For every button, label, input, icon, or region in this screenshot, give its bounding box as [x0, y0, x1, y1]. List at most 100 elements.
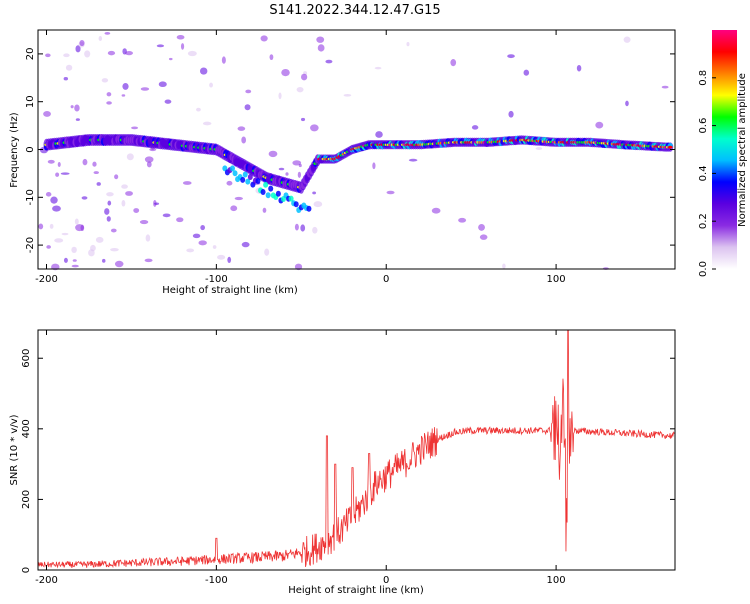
snr-xtick-label: 100	[547, 575, 566, 586]
spectrogram-xtick-label: -100	[205, 274, 228, 285]
spectrogram-noise-cell	[296, 86, 304, 93]
spectrogram-noise-cell	[47, 159, 55, 164]
spectrogram-noise-cell	[106, 92, 112, 97]
snr-ytick-label: 600	[21, 349, 32, 368]
spectrogram-noise-cell	[198, 240, 207, 246]
spectrogram-noise-cell	[502, 263, 506, 269]
colorbar-label: Normalized spectral amplitude	[737, 73, 748, 227]
spectrogram-branch-cell	[293, 201, 299, 208]
spectrogram-noise-cell	[107, 200, 112, 206]
spectrogram-branch-cell	[232, 170, 238, 177]
spectrogram-noise-cell	[199, 67, 208, 75]
spectrogram-noise-cell	[43, 110, 51, 117]
spectrogram-noise-cell	[186, 248, 195, 253]
spectrogram-noise-cell	[145, 234, 151, 242]
spectrogram-noise-cell	[202, 121, 212, 126]
spectrogram-noise-cell	[187, 50, 197, 57]
spectrogram-noise-cell	[45, 53, 51, 58]
spectrogram-noise-cell	[79, 39, 85, 47]
spectrogram-noise-cell	[507, 54, 515, 59]
spectrogram-noise-cell	[139, 219, 149, 225]
spectrogram-noise-cell	[110, 248, 119, 252]
spectrogram-noise-cell	[278, 92, 282, 100]
spectrogram-ytick-label: 10	[25, 95, 36, 108]
spectrogram-branch-cell	[245, 178, 251, 185]
spectrogram-ridge-core	[668, 145, 673, 149]
spectrogram-noise-cell	[101, 78, 109, 83]
spectrogram-noise-cell	[623, 36, 631, 43]
spectrogram-noise-cell	[106, 192, 114, 197]
spectrogram-noise-cell	[60, 172, 70, 175]
spectrogram-branch-cell	[268, 185, 274, 192]
spectrogram-xlabel: Height of straight line (km)	[162, 285, 298, 296]
spectrogram-branch-cell	[240, 176, 246, 183]
spectrogram-noise-cell	[154, 202, 160, 205]
spectrogram-noise-cell	[74, 218, 79, 225]
spectrogram-noise-cell	[104, 31, 111, 35]
spectrogram-noise-cell	[372, 162, 376, 170]
spectrogram-xtick-label: 100	[547, 274, 566, 285]
spectrogram-noise-cell	[312, 191, 317, 195]
snr-frame	[37, 329, 676, 571]
snr-series-line	[37, 329, 675, 569]
spectrogram-noise-cell	[61, 232, 69, 236]
snr-ylabel: SNR (10 * v/v)	[9, 414, 20, 485]
spectrogram-noise-cell	[176, 217, 184, 223]
spectrogram-noise-cell	[478, 223, 485, 231]
spectrogram-noise-cell	[38, 223, 44, 230]
spectrogram-branch-cell	[275, 190, 281, 197]
spectrogram-noise-cell	[245, 89, 252, 94]
spectrogram-noise-cell	[121, 199, 126, 207]
spectrogram-noise-cell	[317, 44, 325, 52]
colorbar-tick-label: 0.0	[698, 261, 709, 277]
snr-xtick-label: -200	[35, 575, 58, 586]
colorbar-ticks: 0.0 0.2 0.4 0.6 0.8	[698, 70, 716, 277]
spectrogram-noise-cell	[107, 50, 116, 56]
spectrogram-noise-cell	[508, 110, 514, 118]
spectrogram-noise-cell	[200, 224, 206, 231]
spectrogram-noise-cell	[209, 82, 213, 88]
spectrogram-noise-cell	[227, 256, 232, 263]
spectrogram-noise-cell	[431, 207, 441, 214]
spectrogram-noise-cell	[237, 126, 246, 131]
spectrogram-noise-cell	[471, 125, 479, 130]
snr-ytick-label: 200	[21, 490, 32, 509]
spectrogram-noise-cell	[57, 161, 61, 167]
snr-xlabel: Height of straight line (km)	[288, 585, 424, 596]
spectrogram-noise-cell	[156, 44, 165, 48]
spectrogram-noise-cell	[264, 248, 270, 256]
spectrogram-noise-cell	[310, 124, 319, 132]
spectrogram-noise-cell	[95, 236, 104, 243]
spectrogram-noise-cell	[114, 174, 119, 180]
spectrogram-branch-cell	[263, 181, 269, 188]
spectrogram-noise-cell	[96, 182, 101, 186]
spectrogram-xtick-label: -200	[35, 274, 58, 285]
spectrogram-noise-cell	[52, 205, 61, 212]
figure-title: S141.2022.344.12.47.G15	[269, 3, 440, 18]
snr-background	[38, 330, 675, 570]
spectrogram-noise-cell	[241, 241, 250, 248]
spectrogram-ytick-label: -10	[25, 189, 36, 205]
colorbar-tick-label: 0.8	[698, 70, 709, 86]
spectrogram-noise-cell	[46, 245, 51, 249]
spectrogram-noise-cell	[122, 82, 129, 90]
spectrogram-noise-cell	[406, 42, 410, 47]
spectrogram-noise-cell	[217, 254, 226, 260]
spectrogram-noise-cell	[316, 36, 325, 43]
colorbar-tick-label: 0.4	[698, 165, 709, 181]
spectrogram-noise-cell	[262, 207, 267, 213]
spectrogram-noise-cell	[661, 85, 669, 89]
spectrogram-noise-cell	[268, 150, 278, 158]
spectrogram-noise-cell	[93, 171, 99, 175]
spectrogram-noise-cell	[450, 59, 457, 67]
spectrogram-noise-cell	[54, 238, 64, 243]
spectrogram-noise-cell	[292, 160, 302, 166]
spectrogram-branch-cell	[288, 195, 294, 202]
spectrogram-xtick-label: 0	[383, 274, 389, 285]
spectrogram-noise-cell	[98, 36, 103, 42]
spectrogram-noise-cell	[244, 104, 251, 111]
spectrogram-noise-cell	[281, 68, 290, 77]
